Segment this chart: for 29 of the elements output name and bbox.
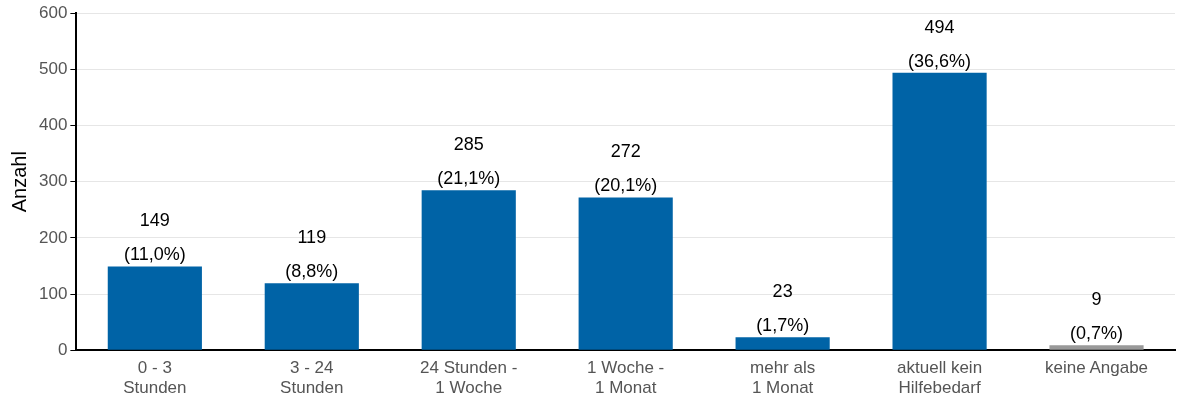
data-label: 23 (1,7%) <box>756 281 810 336</box>
bar <box>264 283 359 350</box>
bar <box>421 190 516 350</box>
data-label: 9 (0,7%) <box>1070 289 1124 344</box>
y-tick-label: 600 <box>38 2 68 22</box>
data-label: 272 (20,1%) <box>594 141 658 196</box>
y-tick-label: 200 <box>38 227 68 247</box>
y-tick-label: 400 <box>38 115 68 135</box>
x-tick-label: 1 Woche - 1 Monat <box>587 358 665 398</box>
data-label: 119 (8,8%) <box>285 227 339 282</box>
x-tick-label: 0 - 3 Stunden <box>123 358 187 398</box>
bar <box>892 72 987 350</box>
data-label: 149 (11,0%) <box>123 210 186 265</box>
y-tick-label: 100 <box>38 283 68 303</box>
data-label: 285 (21,1%) <box>437 134 501 189</box>
y-axis-title: Anzahl <box>7 151 30 213</box>
x-tick-label: keine Angabe <box>1045 358 1149 378</box>
bar <box>1049 345 1144 350</box>
x-tick-label: mehr als 1 Monat <box>750 358 816 398</box>
x-tick-label: aktuell kein Hilfebedarf <box>897 358 983 398</box>
x-tick-label: 3 - 24 Stunden <box>280 358 344 398</box>
bar <box>107 266 202 350</box>
bar <box>578 197 673 350</box>
bar <box>735 337 830 350</box>
y-tick-label: 0 <box>57 339 68 359</box>
x-tick-label: 24 Stunden - 1 Woche <box>420 358 518 398</box>
y-tick-label: 300 <box>38 171 68 191</box>
data-label: 494 (36,6%) <box>908 16 972 71</box>
y-tick-label: 500 <box>38 59 68 79</box>
